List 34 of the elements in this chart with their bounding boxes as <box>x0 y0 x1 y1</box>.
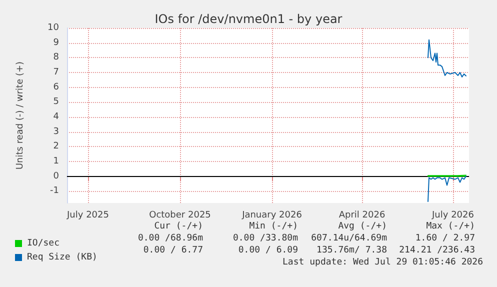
y-tick-label: 8 <box>53 52 60 63</box>
y-tick-label: 9 <box>53 38 60 48</box>
text: Avg (-/+) <box>338 222 387 232</box>
text: 0.00 /33.80m <box>232 234 298 244</box>
y-axis-title: Units read (-) / write (+) <box>16 61 26 170</box>
text: Max (-/+) <box>426 222 475 232</box>
y-tick-label: 5 <box>53 97 59 108</box>
y-tick-label: 7 <box>53 67 59 78</box>
text: 0.00 / 6.77 <box>143 246 203 256</box>
x-tick-label: July 2026 <box>431 210 474 220</box>
text: 214.21 /236.43 <box>399 246 475 256</box>
y-tick-label: 4 <box>53 112 60 122</box>
legend-label: IO/sec <box>27 238 60 248</box>
y-tick-label: 3 <box>53 126 59 137</box>
y-tick-label: 1 <box>53 156 59 166</box>
x-tick-label: January 2026 <box>241 210 302 220</box>
text: Cur (-/+) <box>154 222 203 232</box>
y-tick-label: 6 <box>53 82 60 92</box>
text: 135.76m/ 7.38 <box>316 246 387 256</box>
chart-title: IOs for /dev/nvme0n1 - by year <box>154 12 342 26</box>
y-tick-label: 10 <box>48 23 60 33</box>
text: 1.60 / 2.97 <box>415 234 475 244</box>
text: 0.00 / 6.09 <box>238 246 298 256</box>
x-tick-label: October 2025 <box>149 210 211 220</box>
y-tick-label: 0 <box>53 171 60 182</box>
x-tick-label: April 2026 <box>338 210 386 220</box>
text: 0.00 /68.96m <box>138 234 203 244</box>
text: Min (-/+) <box>249 222 298 232</box>
text: Last update: Wed Jul 29 01:05:46 2026 <box>282 258 483 268</box>
legend-label: Req Size (KB) <box>27 252 98 262</box>
y-tick-label: -1 <box>50 186 59 196</box>
x-tick-label: July 2025 <box>66 210 109 220</box>
y-tick-label: 2 <box>53 142 59 152</box>
text: 607.14u/64.69m <box>311 234 387 244</box>
